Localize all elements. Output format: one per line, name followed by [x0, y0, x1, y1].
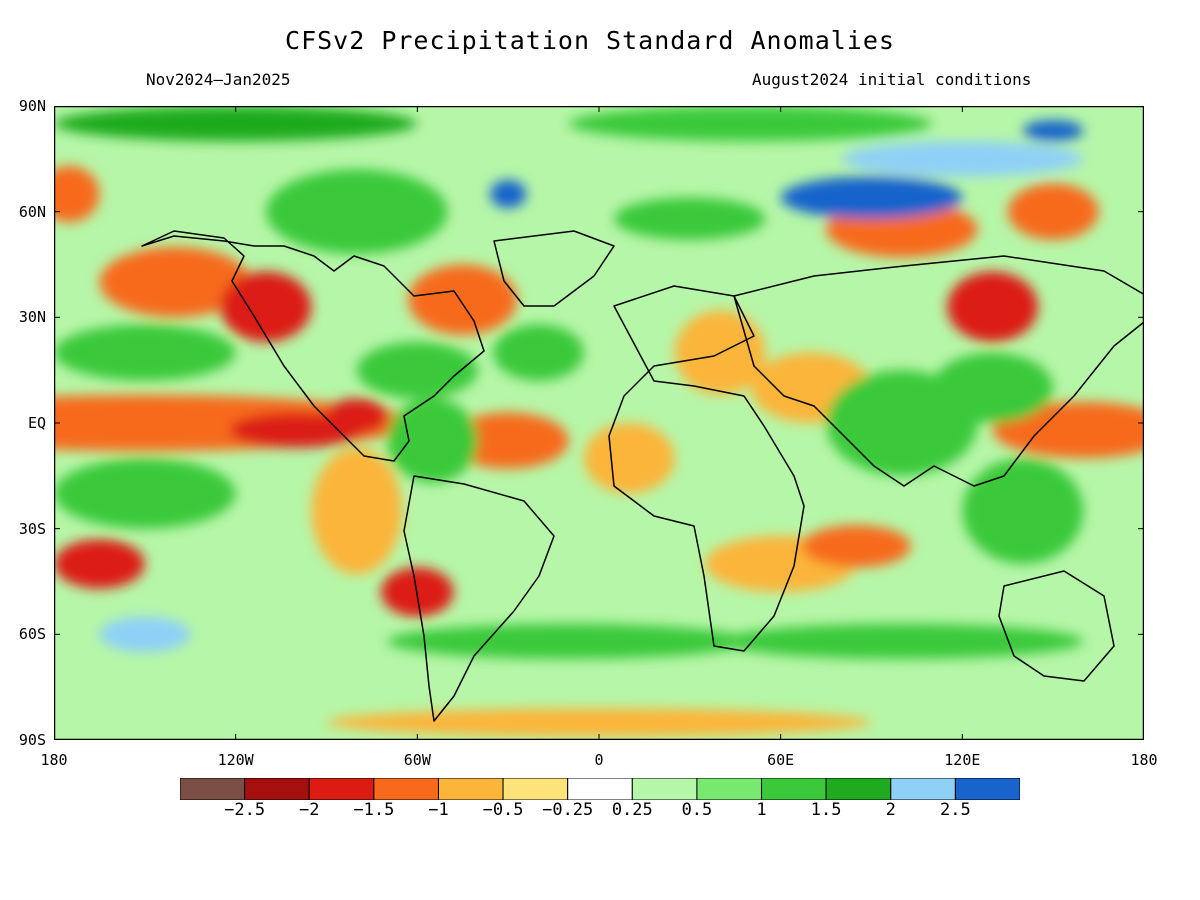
colorbar-tick-label: 0.25: [611, 800, 653, 820]
anomaly-region-6: [408, 264, 518, 335]
colorbar-tick-label: 0.5: [681, 800, 713, 820]
anomaly-regions: [54, 106, 1144, 737]
forecast-period: Nov2024–Jan2025: [146, 70, 291, 89]
lon-label: 60E: [767, 751, 795, 769]
map-title: CFSv2 Precipitation Standard Anomalies: [285, 26, 895, 55]
anomaly-region-34: [387, 623, 751, 659]
anomaly-region-38: [568, 106, 933, 142]
colorbar-bin-10: [825, 778, 892, 800]
colorbar-bin-5: [502, 778, 569, 800]
anomaly-region-3: [992, 401, 1144, 459]
anomaly-region-26: [265, 169, 448, 254]
lat-label: EQ: [27, 414, 46, 432]
anomaly-region-32: [841, 141, 1084, 177]
colorbar-bin-2: [308, 778, 375, 800]
colorbar-tick-label: 2: [885, 800, 896, 820]
anomaly-region-30: [780, 176, 963, 219]
colorbar-bin-6: [567, 778, 633, 800]
anomaly-region-16: [1007, 183, 1099, 240]
anomaly-region-11: [54, 539, 145, 589]
colorbar-tick-label: 1.5: [810, 800, 842, 820]
lon-label: 120E: [944, 751, 981, 769]
lon-label: 180: [40, 751, 68, 769]
anomaly-region-33: [614, 197, 766, 240]
colorbar-bin-9: [761, 778, 827, 800]
colorbar-bin-12: [954, 778, 1020, 800]
colorbar-bin-11: [890, 778, 956, 800]
coastlines: [141, 230, 1144, 722]
initial-conditions-label: August2024 initial conditions: [752, 70, 1032, 89]
anomaly-region-27: [54, 324, 236, 381]
anomaly-region-10: [311, 447, 403, 575]
lat-label: 30N: [18, 308, 46, 327]
coastline-australia: [998, 570, 1115, 682]
colorbar-tick-label: 1: [756, 800, 767, 820]
colorbar-bin-1: [244, 778, 310, 800]
anomaly-region-13: [801, 525, 911, 568]
anomaly-region-14: [947, 271, 1039, 342]
anomaly-region-37: [54, 106, 418, 142]
coastline-south-america: [403, 475, 555, 722]
axis-ticks: [54, 106, 1144, 740]
anomaly-region-25: [493, 324, 584, 381]
anomaly-region-31: [1022, 120, 1084, 142]
colorbar-tick-label: −2.5: [224, 800, 266, 820]
colorbar-bin-3: [373, 778, 439, 800]
lon-label: 60W: [403, 751, 431, 769]
coastline-greenland: [493, 230, 615, 307]
lat-label: 30S: [18, 519, 46, 538]
anomaly-region-23: [387, 398, 478, 483]
anomaly-region-28: [54, 458, 236, 529]
anomaly-map: [54, 106, 1144, 740]
anomaly-region-17: [54, 165, 100, 223]
anomaly-region-22: [962, 458, 1084, 564]
lon-label: 0: [594, 751, 604, 769]
lat-label: 90S: [18, 731, 46, 749]
colorbar: [180, 778, 1020, 800]
anomaly-region-21: [932, 352, 1054, 423]
anomaly-region-2: [326, 398, 388, 434]
colorbar-bin-0: [180, 778, 246, 800]
anomaly-region-35: [720, 623, 1084, 659]
lat-label: 90N: [18, 97, 46, 115]
anomaly-region-4: [99, 246, 251, 318]
colorbar-tick-label: −2: [298, 800, 320, 820]
coastline-north-america: [141, 230, 485, 462]
colorbar-tick-label: −1.5: [353, 800, 395, 820]
lat-label: 60S: [18, 625, 46, 644]
colorbar-bin-4: [437, 778, 504, 800]
lon-label: 180: [1130, 751, 1158, 769]
colorbar-bin-7: [631, 778, 698, 800]
colorbar-tick-label: −0.25: [542, 800, 594, 820]
anomaly-region-36: [99, 616, 191, 652]
colorbar-tick-label: −1: [428, 800, 449, 820]
coastline-europe-africa: [608, 285, 805, 652]
anomaly-region-39: [326, 708, 872, 737]
colorbar-tick-label: 2.5: [940, 800, 971, 820]
anomaly-region-24: [356, 341, 478, 399]
colorbar-bin-8: [696, 778, 763, 800]
lon-label: 120W: [217, 751, 254, 769]
coastline-asia: [733, 255, 1144, 487]
lat-label: 60N: [18, 202, 46, 221]
anomaly-region-5: [220, 271, 312, 342]
anomaly-region-7: [447, 412, 569, 469]
colorbar-tick-label: −0.5: [482, 800, 524, 820]
anomaly-region-29: [490, 179, 527, 209]
anomaly-region-8: [583, 423, 675, 494]
